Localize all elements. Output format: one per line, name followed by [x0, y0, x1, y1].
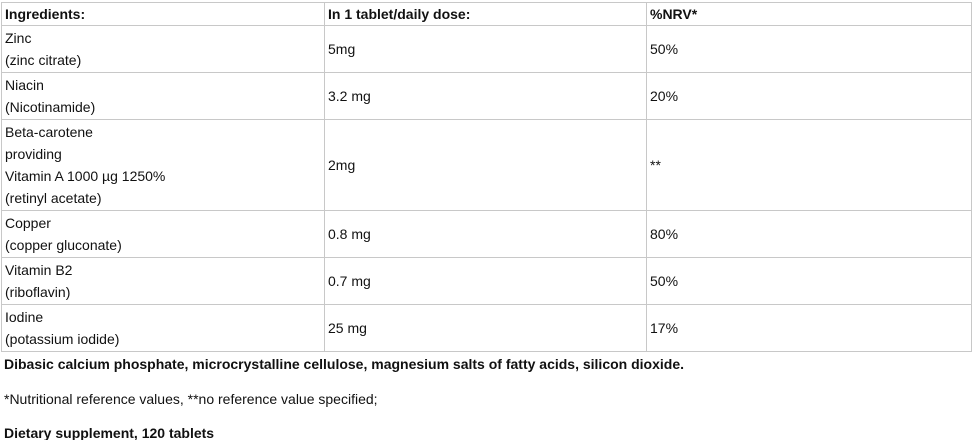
table-cell: 80%: [646, 210, 972, 258]
table-cell: Niacin (Nicotinamide): [1, 72, 325, 120]
cell-line: Zinc: [5, 30, 32, 46]
cell-line: (zinc citrate): [5, 52, 82, 68]
cell-line: Copper: [5, 215, 51, 231]
table-row: Vitamin B2 (riboflavin) 0.7 mg 50%: [1, 257, 972, 305]
cell-line: (potassium iodide): [5, 331, 120, 347]
cell-line: providing: [5, 146, 62, 162]
header-cell: In 1 tablet/daily dose:: [324, 2, 647, 26]
product-description: Dietary supplement, 120 tablets: [4, 425, 215, 440]
table-cell: 5mg: [324, 25, 647, 73]
table-cell: Vitamin B2 (riboflavin): [1, 257, 325, 305]
cell-line: (retinyl acetate): [5, 190, 102, 206]
table-cell: 25 mg: [324, 304, 647, 352]
cell-line: Iodine: [5, 309, 44, 325]
cell-line: Niacin: [5, 77, 44, 93]
header-cell: Ingredients:: [1, 2, 325, 26]
table-cell: Zinc (zinc citrate): [1, 25, 325, 73]
table-row: Beta-carotene providing Vitamin A 1000 µg …: [1, 119, 972, 211]
cell-line: (copper gluconate): [5, 237, 122, 253]
table-cell: **: [646, 119, 972, 211]
table-row: Niacin (Nicotinamide) 3.2 mg 20%: [1, 72, 972, 120]
cell-line: Vitamin B2: [5, 262, 73, 278]
table-body: Zinc (zinc citrate) 5mg 50% Niacin (Nicotinam…: [1, 25, 972, 352]
other-ingredients: Dibasic calcium phosphate, microcrystall…: [4, 356, 684, 372]
footnote: *Nutritional reference values, **no refe…: [4, 391, 378, 407]
table-cell: 17%: [646, 304, 972, 352]
table-cell: 0.7 mg: [324, 257, 647, 305]
table-row: Zinc (zinc citrate) 5mg 50%: [1, 25, 972, 73]
table-cell: Iodine (potassium iodide): [1, 304, 325, 352]
table-row: Copper (copper gluconate) 0.8 mg 80%: [1, 210, 972, 258]
table-cell: Copper (copper gluconate): [1, 210, 325, 258]
table-cell: 20%: [646, 72, 972, 120]
cell-line: (Nicotinamide): [5, 99, 96, 115]
header-cell: %NRV*: [646, 2, 972, 26]
table-cell: Beta-carotene providing Vitamin A 1000 µg …: [1, 119, 325, 211]
table-row: Iodine (potassium iodide) 25 mg 17%: [1, 304, 972, 352]
cell-line: Beta-carotene: [5, 124, 93, 140]
table-cell: 2mg: [324, 119, 647, 211]
table-cell: 50%: [646, 25, 972, 73]
table-cell: 50%: [646, 257, 972, 305]
table-cell: 3.2 mg: [324, 72, 647, 120]
table-cell: 0.8 mg: [324, 210, 647, 258]
cell-line: Vitamin A 1000 µg 1250%: [5, 168, 166, 184]
header-row: Ingredients: In 1 tablet/daily dose: %NRV*: [1, 2, 972, 26]
nutrition-table: Ingredients: In 1 tablet/daily dose: %NRV*…: [1, 2, 972, 352]
cell-line: (riboflavin): [5, 284, 71, 300]
